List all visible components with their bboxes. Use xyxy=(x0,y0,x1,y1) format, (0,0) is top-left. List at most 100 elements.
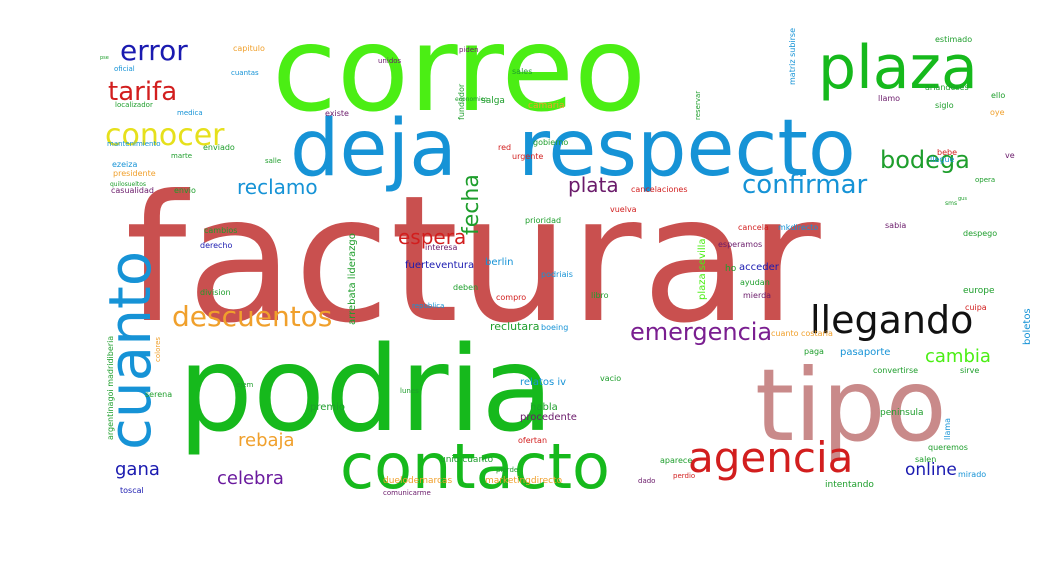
word-oye: oye xyxy=(990,108,1005,117)
word-oficial: oficial xyxy=(114,65,135,73)
word-paga: paga xyxy=(804,347,824,356)
word-cuipa: cuipa xyxy=(965,303,987,312)
word-presidente: presidente xyxy=(113,169,156,178)
word-plaza: plaza xyxy=(818,33,978,103)
word-rebaja: rebaja xyxy=(238,430,295,451)
word-serena: serena xyxy=(145,390,172,399)
word-mkdirecto: mkdirecto xyxy=(778,223,818,232)
word-espera: espera xyxy=(398,225,466,249)
word-conocer: conocer xyxy=(105,118,225,153)
word-vacio: vacio xyxy=(600,374,621,383)
word-fuerteventura: fuerteventura xyxy=(405,260,474,271)
word-plata: plata xyxy=(568,173,619,197)
word-duelodemarcas: duelodemarcas xyxy=(383,476,452,486)
word-podriais: podriais xyxy=(541,270,573,279)
word-habla: habla xyxy=(530,402,558,413)
word-pse: pse xyxy=(100,55,109,61)
word-red: red xyxy=(498,143,511,152)
word-lunes: lunes xyxy=(400,387,419,395)
word-sms: sms xyxy=(945,200,957,207)
word-deben: deben xyxy=(453,283,478,292)
word-esperamos: esperamos xyxy=(718,240,762,249)
word-unio-cuanto: unio cuanto xyxy=(440,455,494,465)
word-llama: llama xyxy=(943,418,952,440)
word-salle: salle xyxy=(265,157,281,165)
word-procedente: procedente xyxy=(520,412,577,423)
word-economico: economico xyxy=(455,96,488,103)
word-marte: marte xyxy=(171,152,192,160)
word-casualidad: casualidad xyxy=(111,186,154,195)
word-plaza-sevilla: plaza sevilla xyxy=(697,238,708,300)
word-comunicarme: comunicarme xyxy=(383,489,431,497)
word-sirve: sirve xyxy=(960,366,979,375)
word-cuanto: cuanto xyxy=(96,251,164,450)
word-descuentos: descuentos xyxy=(172,300,332,333)
word-matriz-subirse: matriz subirse xyxy=(788,28,797,85)
word-cambios: cambios xyxy=(204,226,237,235)
word-mierda: mierda xyxy=(743,291,771,300)
word-urgente: urgente xyxy=(512,152,543,161)
word-camaria: camaria xyxy=(528,101,564,111)
word-perdio: perdio xyxy=(673,472,695,480)
word-despego: despego xyxy=(963,229,997,238)
word-ofertan: ofertan xyxy=(518,436,547,445)
word-ello: ello xyxy=(991,91,1005,100)
word-mirado: mirado xyxy=(958,470,986,479)
word-cuantas: cuantas xyxy=(231,69,259,77)
word-ejem: ejem xyxy=(236,381,254,389)
word-republica: republica xyxy=(412,302,444,310)
word-facturar: facturar xyxy=(125,159,821,362)
word-cuanto-costaria: cuanto costaria xyxy=(771,329,833,338)
word-europe: europe xyxy=(963,286,995,296)
word-ho: ho xyxy=(725,264,737,274)
word-salen: salen xyxy=(915,455,936,464)
word-sales: sales xyxy=(512,67,532,76)
word-correo: correo xyxy=(272,0,646,138)
word-mantenimiento: mantenimiento xyxy=(107,140,161,148)
word-dado: dado xyxy=(638,477,655,485)
word-medica: medica xyxy=(177,109,203,117)
word-quilosueltos: quilosueltos xyxy=(110,181,146,188)
word-peninsula: peninsula xyxy=(880,408,924,418)
word-colores: colores xyxy=(154,337,162,362)
word-podria: podria xyxy=(178,320,554,458)
word-marketingdirecto: marketingdirecto xyxy=(485,476,563,486)
word-capitulo: capitulo xyxy=(233,44,265,53)
word-fundador: fundador xyxy=(457,83,466,120)
word-vuelva: vuelva xyxy=(610,205,637,214)
word-premio: premio xyxy=(310,402,345,413)
word-pasaporte: pasaporte xyxy=(840,347,890,358)
word-error: error xyxy=(120,34,188,67)
word-llegando: llegando xyxy=(810,298,973,342)
word-siglo: siglo xyxy=(935,101,954,110)
word-reclamo: reclamo xyxy=(237,175,318,199)
word-sabia: sabia xyxy=(885,221,906,230)
word-bodega: bodega xyxy=(880,146,970,174)
word-convertirse: convertirse xyxy=(873,366,918,375)
word-division: division xyxy=(200,288,231,297)
word-cancela: cancela xyxy=(738,223,769,232)
word-ayudan: ayudan xyxy=(740,278,770,287)
word-piden: piden xyxy=(459,46,479,54)
word-prioridad: prioridad xyxy=(525,216,561,225)
word-arrebata-liderazgo: arrebata liderazgo xyxy=(347,233,358,325)
word-intentando: intentando xyxy=(825,480,874,490)
word-enviado: enviado xyxy=(203,143,235,152)
word-envio: envio xyxy=(174,186,196,195)
word-llegue: llegue xyxy=(930,155,955,164)
word-contacto: contacto xyxy=(340,430,610,503)
word-toscal: toscal xyxy=(120,486,144,495)
word-celebra: celebra xyxy=(217,468,284,489)
word-arlandeses: arlandeses xyxy=(925,83,969,92)
word-fecha: fecha xyxy=(459,174,484,235)
word-derecho: derecho xyxy=(200,241,233,250)
word-agencia: agencia xyxy=(688,433,853,482)
word-estimado: estimado xyxy=(935,35,972,44)
word-boletos: boletos xyxy=(1022,308,1033,345)
word-boeing: boeing xyxy=(541,323,568,332)
word-cancelaciones: cancelaciones xyxy=(631,185,688,194)
word-reservar: reservar xyxy=(694,91,702,120)
word-cambia: cambia xyxy=(925,346,991,367)
word-opera: opera xyxy=(975,176,995,184)
